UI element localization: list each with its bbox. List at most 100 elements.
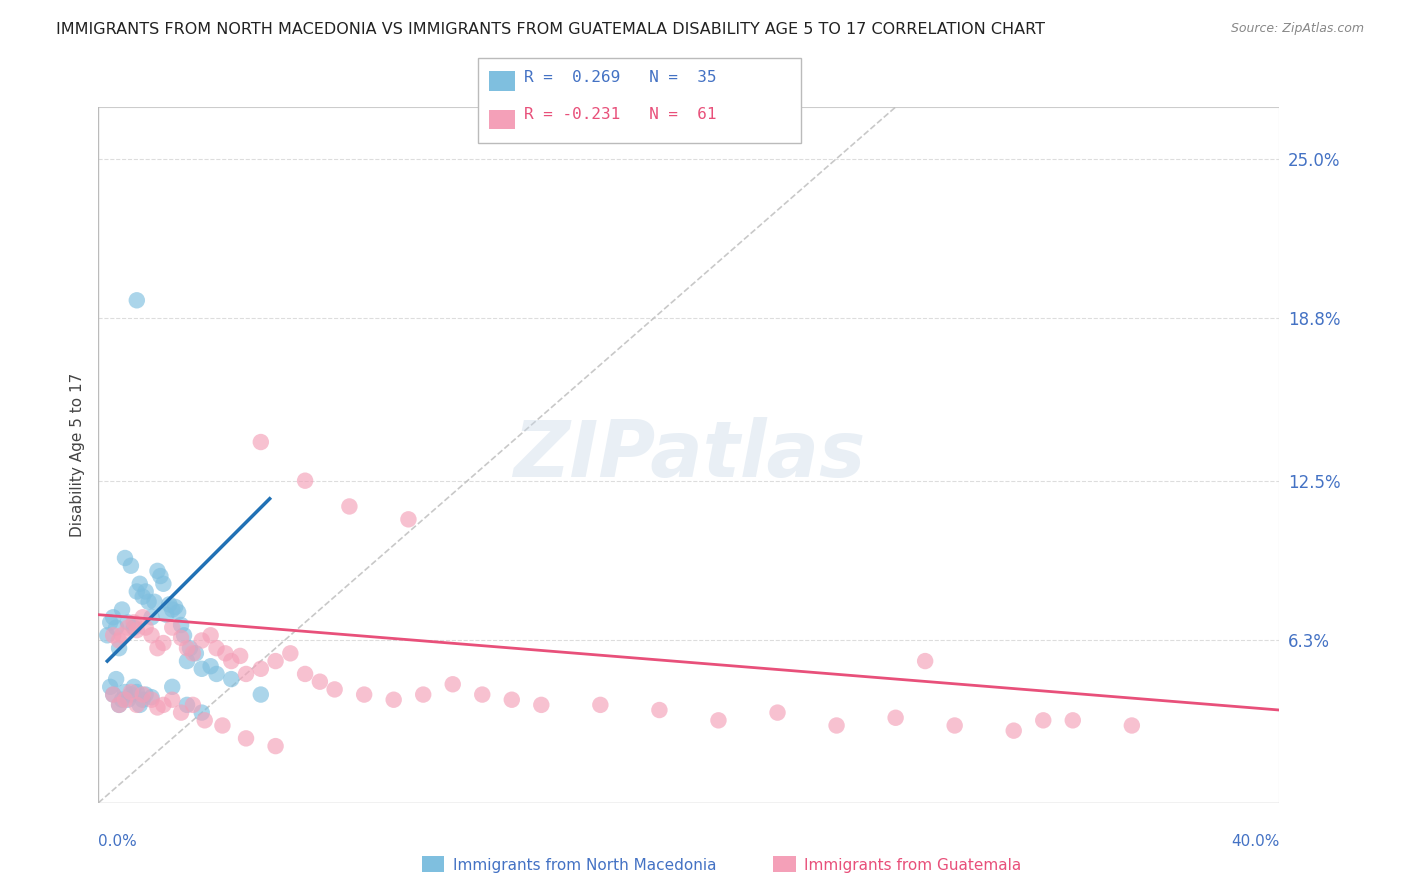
Point [471,688,494,702]
Point [111,692,134,706]
Point [264,654,287,668]
Point [117,692,139,706]
Point [191,633,214,648]
Point [125,685,148,699]
Point [138,595,160,609]
Point [412,688,434,702]
Text: IMMIGRANTS FROM NORTH MACEDONIA VS IMMIGRANTS FROM GUATEMALA DISABILITY AGE 5 TO: IMMIGRANTS FROM NORTH MACEDONIA VS IMMIG… [56,22,1045,37]
Text: 0.0%: 0.0% [98,834,138,849]
Point [162,680,183,694]
Point [155,607,177,622]
Point [170,631,193,645]
Point [191,662,214,676]
Point [132,610,155,624]
Point [105,621,128,635]
Point [108,698,131,712]
Point [152,636,174,650]
Point [152,576,174,591]
Text: R = -0.231   N =  61: R = -0.231 N = 61 [524,107,717,122]
Point [278,646,302,660]
Point [114,685,136,699]
Point [108,698,131,712]
Text: 40.0%: 40.0% [1232,834,1279,849]
Point [766,706,789,720]
Point [120,558,142,573]
Point [200,628,222,642]
Point [170,706,193,720]
Point [135,584,157,599]
Point [146,641,169,656]
Point [132,688,155,702]
Point [294,474,316,488]
Point [176,654,198,668]
Point [114,551,136,566]
Point [914,654,936,668]
Point [250,662,273,676]
Point [128,576,150,591]
Point [98,615,121,630]
Point [141,628,163,642]
Point [382,692,405,706]
Point [1121,718,1143,732]
Text: R =  0.269   N =  35: R = 0.269 N = 35 [524,70,717,86]
Point [135,688,157,702]
Text: Source: ZipAtlas.com: Source: ZipAtlas.com [1230,22,1364,36]
Point [125,293,148,308]
Point [103,628,125,642]
Point [211,718,233,732]
Point [165,599,187,614]
Point [143,595,166,609]
Text: ZIPatlas: ZIPatlas [513,417,865,493]
Point [96,628,118,642]
Point [501,692,523,706]
Point [122,680,145,694]
Point [103,688,125,702]
Point [707,714,730,728]
Point [120,688,142,702]
Point [205,667,228,681]
Point [181,698,204,712]
Point [141,692,163,706]
Point [170,618,193,632]
Point [648,703,671,717]
Point [1002,723,1025,738]
Point [132,692,155,706]
Point [120,685,142,699]
Point [214,646,236,660]
Point [530,698,553,712]
Point [128,698,150,712]
Point [141,690,163,705]
Point [181,646,204,660]
Text: Immigrants from Guatemala: Immigrants from Guatemala [804,858,1022,873]
Point [167,605,190,619]
Point [309,674,332,689]
Point [117,615,139,630]
Point [103,610,125,624]
Point [132,590,155,604]
Point [884,711,907,725]
Point [339,500,360,514]
Point [162,621,183,635]
Point [108,633,131,648]
Point [1032,714,1054,728]
Point [125,698,148,712]
Point [589,698,612,712]
Point [125,623,148,637]
Point [229,648,252,663]
Point [294,667,316,681]
Point [141,610,163,624]
Point [235,667,257,681]
Text: Immigrants from North Macedonia: Immigrants from North Macedonia [453,858,716,873]
Point [323,682,346,697]
Point [176,641,198,656]
Point [98,680,121,694]
Point [250,435,273,450]
Point [122,615,145,630]
Point [149,569,172,583]
Point [205,641,228,656]
Point [1062,714,1084,728]
Point [152,698,174,712]
Point [179,641,201,656]
Y-axis label: Disability Age 5 to 17: Disability Age 5 to 17 [69,373,84,537]
Point [194,714,217,728]
